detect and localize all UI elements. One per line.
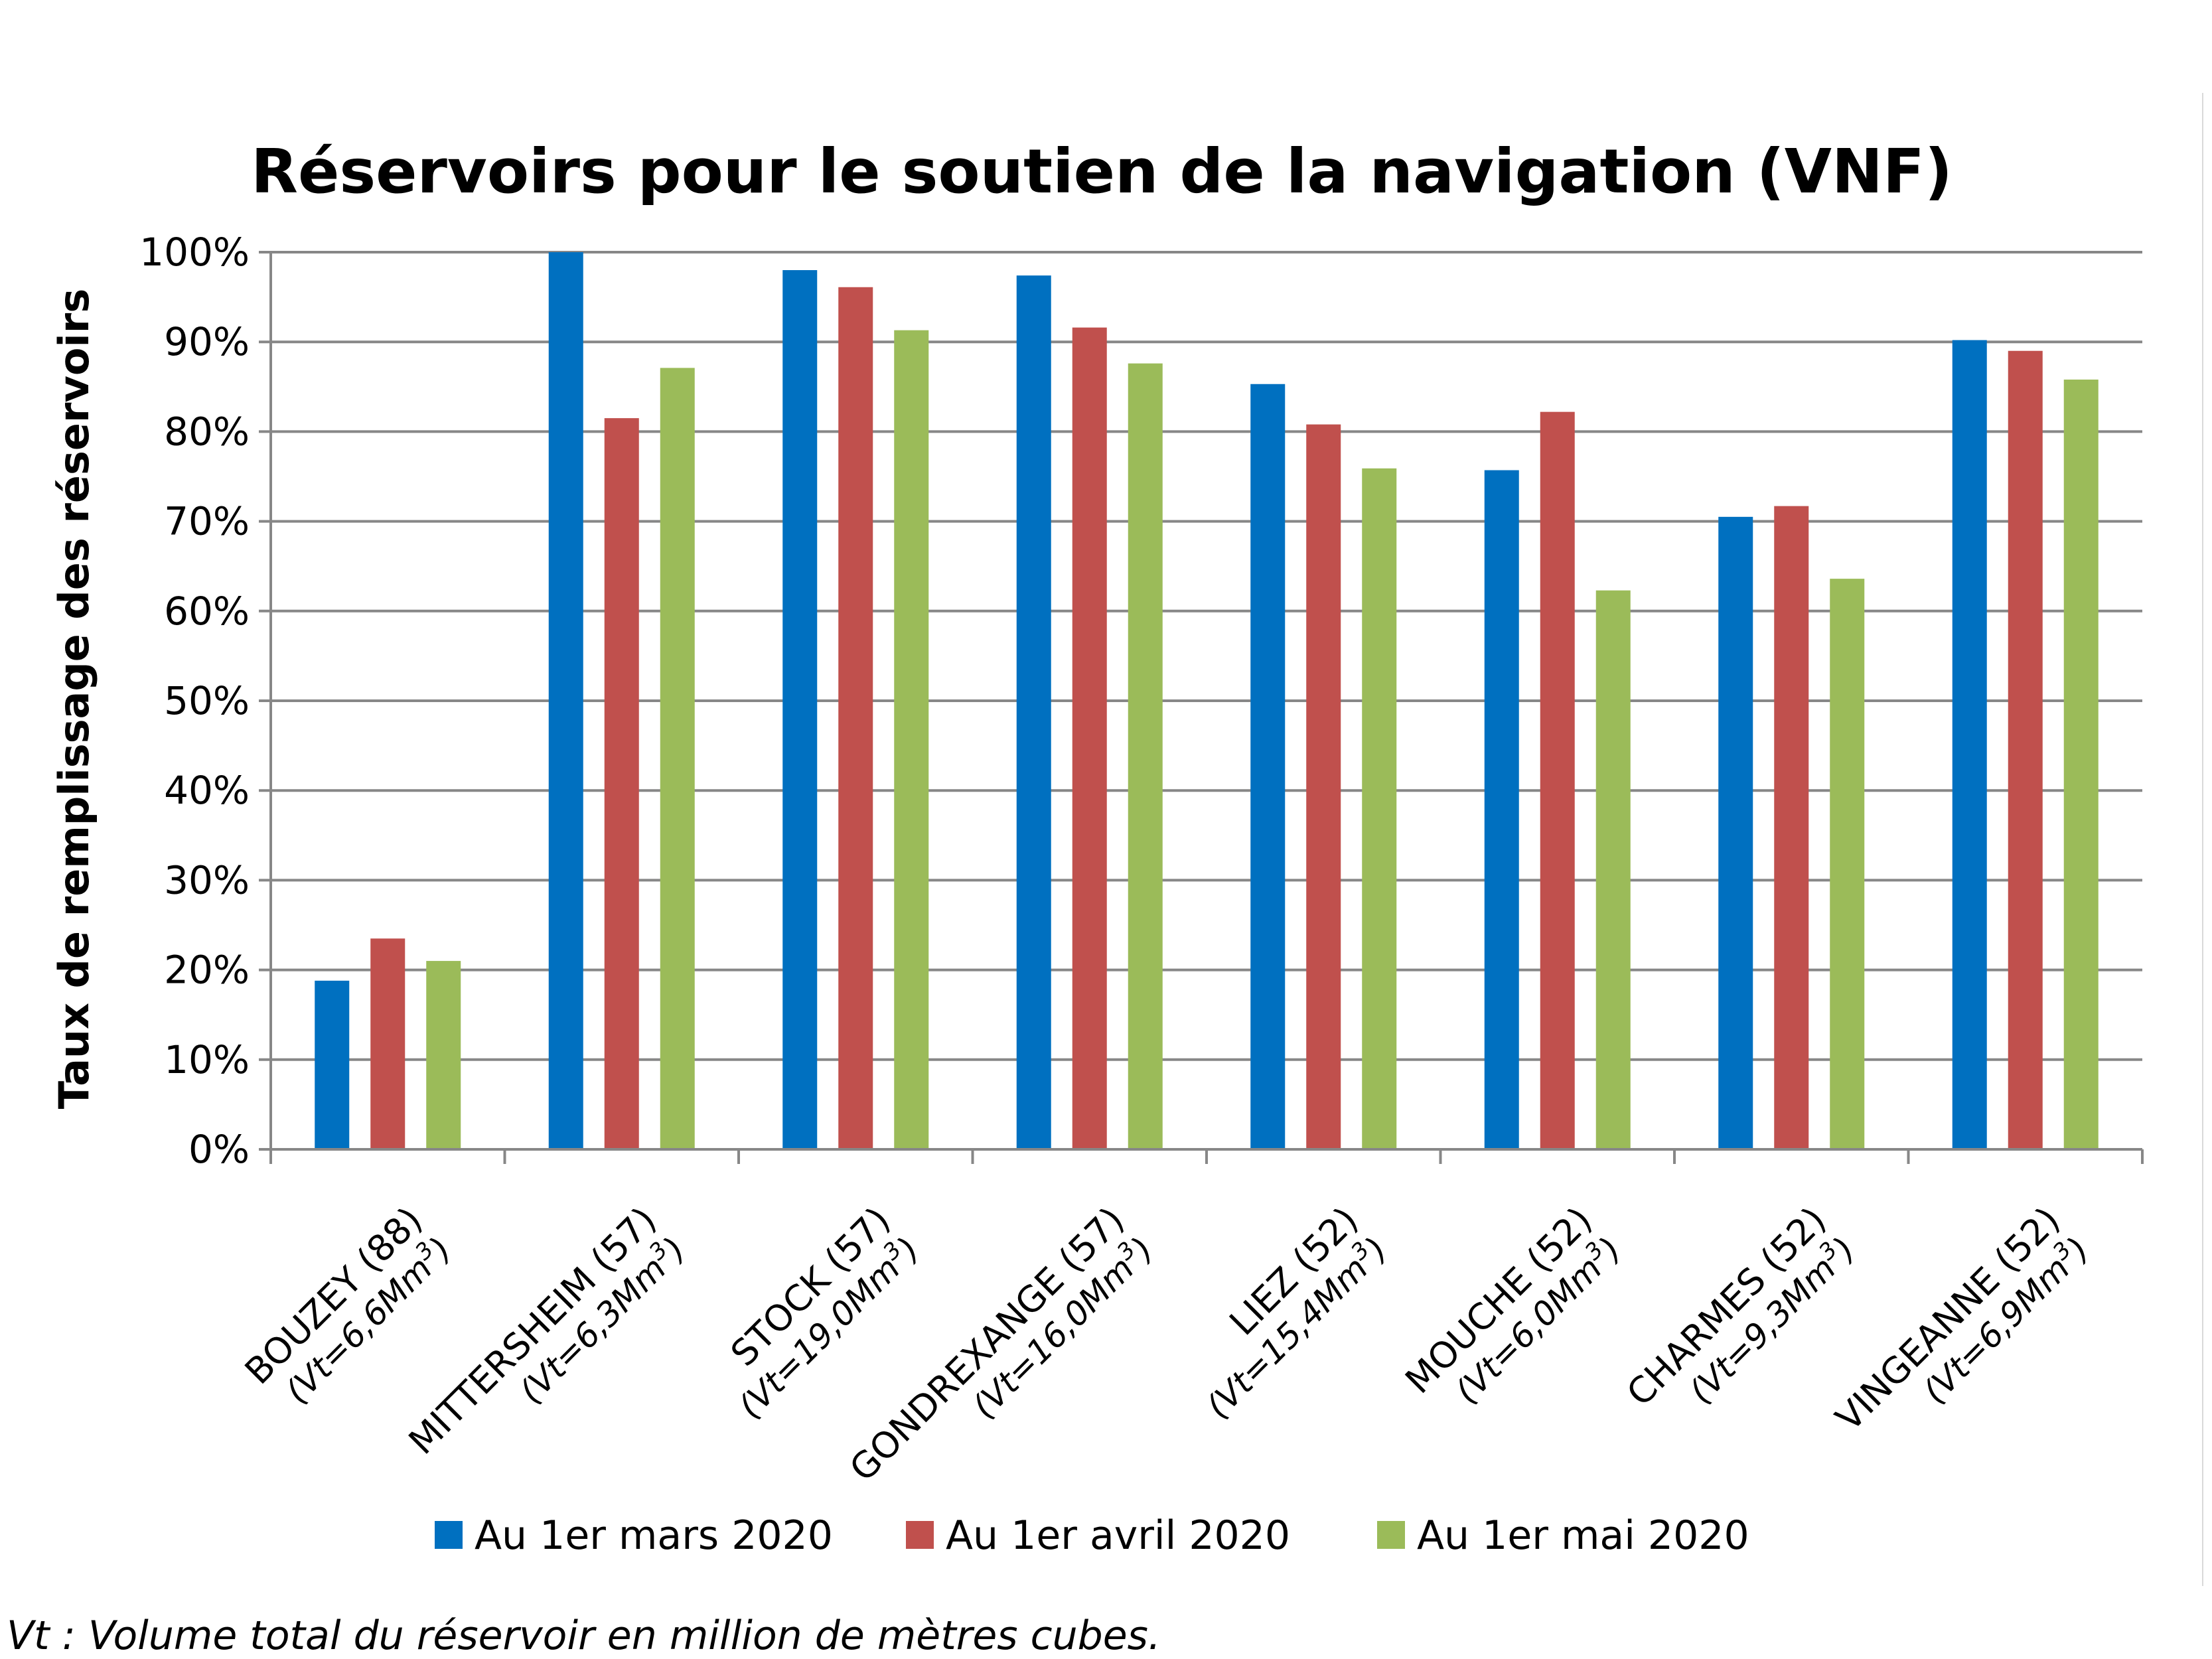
bars xyxy=(315,252,2099,1150)
bar xyxy=(1128,363,1163,1150)
frame-edge xyxy=(2202,93,2203,1586)
x-tick-label: LIEZ (52)(Vt=15,4Mm3) xyxy=(1199,1199,1394,1426)
bar xyxy=(1830,579,1865,1149)
legend-label: Au 1er mai 2020 xyxy=(1417,1512,1749,1559)
y-axis-title: Taux de remplissage des réservoirs xyxy=(50,289,98,1109)
bar xyxy=(1072,327,1107,1149)
legend-label: Au 1er mars 2020 xyxy=(475,1512,833,1559)
x-tick-label: CHARMES (52)(Vt=9,3Mm3) xyxy=(1619,1199,1863,1414)
bar xyxy=(2008,350,2043,1149)
bar xyxy=(1718,516,1753,1149)
bar xyxy=(1774,506,1809,1149)
legend-swatch xyxy=(906,1521,934,1549)
y-tick-label: 100% xyxy=(139,230,250,275)
bar xyxy=(782,270,818,1149)
y-tick-label: 80% xyxy=(164,409,250,454)
chart-title: Réservoirs pour le soutien de la navigat… xyxy=(251,136,1953,207)
bar xyxy=(426,961,461,1149)
x-tick-labels: BOUZEY (88)(Vt=6,6Mm3)MITTERSHEIM (57)(V… xyxy=(237,1199,2097,1490)
x-tick-label: STOCK (57)(Vt=19,0Mm3) xyxy=(723,1199,927,1426)
legend-label: Au 1er avril 2020 xyxy=(946,1512,1290,1559)
bar xyxy=(1595,590,1631,1149)
bar xyxy=(315,980,350,1149)
bar xyxy=(894,330,929,1149)
y-tick-label: 0% xyxy=(188,1127,250,1172)
bar xyxy=(838,287,873,1149)
bar xyxy=(1540,411,1575,1149)
bar xyxy=(1250,384,1286,1149)
y-tick-label: 70% xyxy=(164,499,250,544)
axes xyxy=(269,252,2144,1164)
bar xyxy=(548,252,583,1149)
bar xyxy=(1362,468,1397,1149)
y-tick-label: 60% xyxy=(164,589,250,634)
bar xyxy=(1306,424,1341,1149)
y-tick-labels: 0% 10% 20% 30% 40% 50% 60% 70% 80% 90% 100% xyxy=(139,230,250,1172)
legend-swatch xyxy=(1377,1521,1405,1549)
bar xyxy=(1016,275,1051,1150)
y-tick-label: 50% xyxy=(164,678,250,723)
y-tick-label: 90% xyxy=(164,319,250,364)
bar xyxy=(370,938,406,1149)
bar xyxy=(2063,379,2099,1149)
y-tick-label: 40% xyxy=(164,768,250,813)
bar xyxy=(660,368,695,1150)
y-tick-label: 30% xyxy=(164,857,250,902)
x-tick-label: MOUCHE (52)(Vt=6,0Mm3) xyxy=(1397,1199,1629,1411)
y-tick-label: 20% xyxy=(164,948,250,993)
y-tick-label: 10% xyxy=(164,1037,250,1082)
legend-swatch xyxy=(435,1521,463,1549)
bar xyxy=(1952,340,1987,1149)
x-tick-label: BOUZEY (88)(Vt=6,6Mm3) xyxy=(237,1199,459,1411)
bar xyxy=(1484,470,1519,1149)
x-tick-label: VINGEANNE (52)(Vt=6,9Mm3) xyxy=(1828,1199,2097,1439)
legend: Au 1er mars 2020 Au 1er avril 2020 Au 1er … xyxy=(435,1512,1749,1559)
bar xyxy=(604,418,639,1149)
footnote: Vt : Volume total du réservoir en millio… xyxy=(7,1613,1161,1659)
